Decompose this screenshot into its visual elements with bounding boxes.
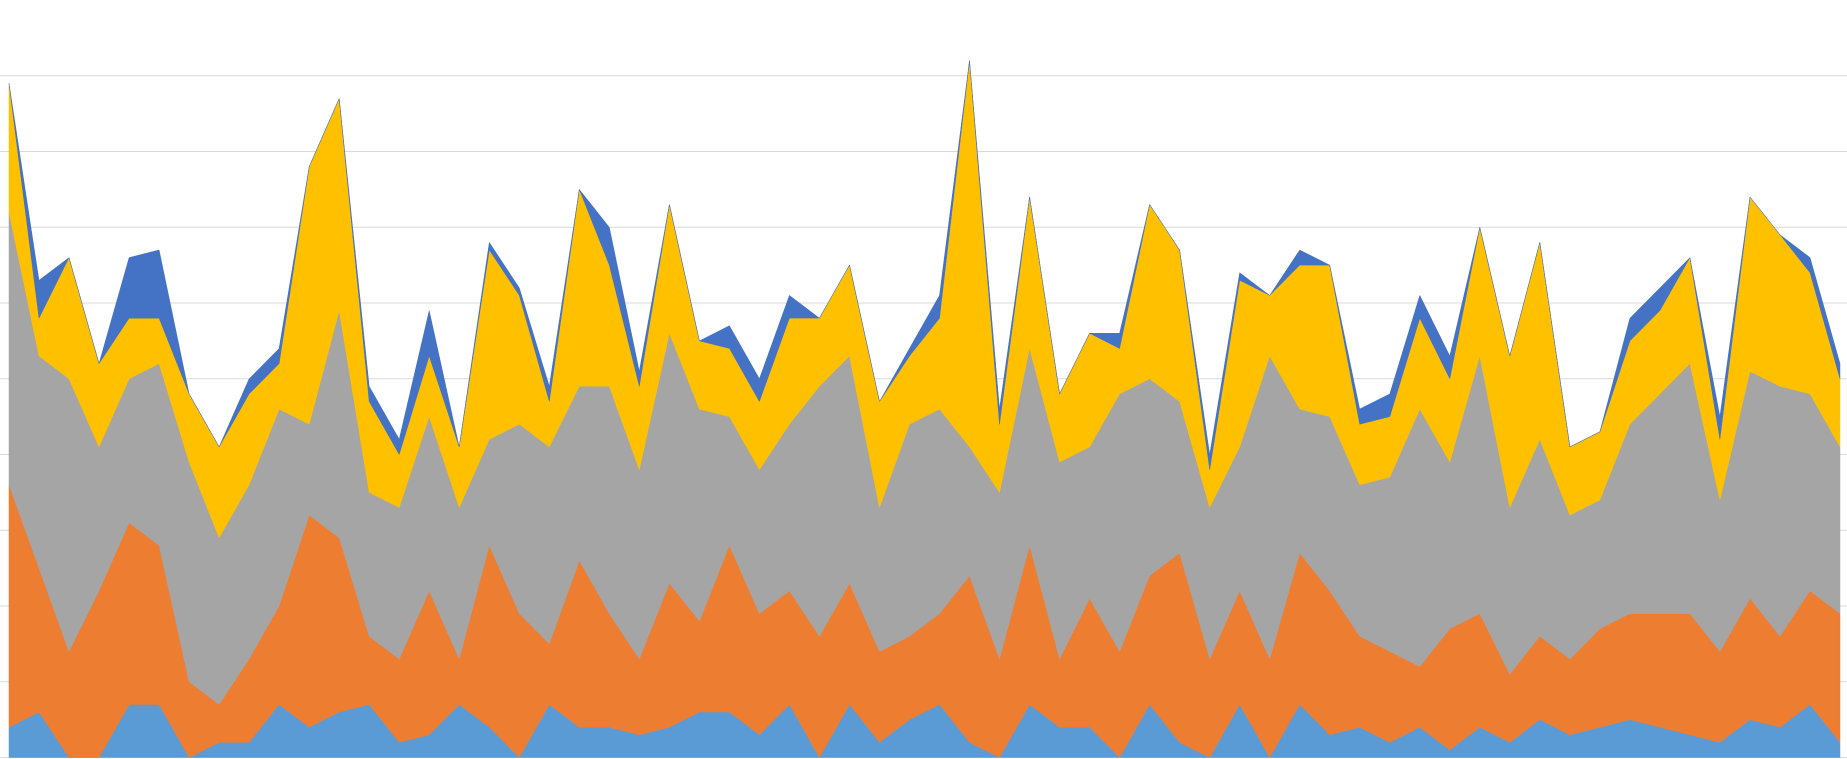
area bbox=[8, 60, 1841, 470]
